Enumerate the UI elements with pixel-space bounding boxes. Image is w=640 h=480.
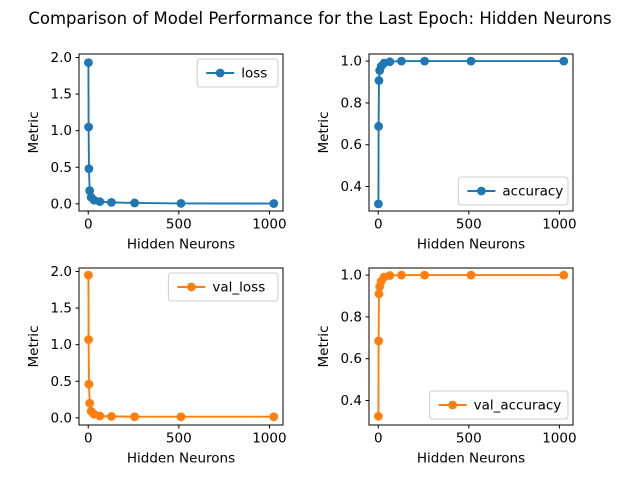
y-tick-label: 2.0 (51, 264, 72, 280)
y-tick-label: 1.0 (51, 123, 72, 139)
val_loss-data-point (107, 411, 116, 421)
x-tick-label: 1000 (542, 431, 576, 447)
val_loss-data-point (95, 411, 105, 421)
accuracy-data-point (374, 199, 383, 209)
x-tick-label: 0 (84, 431, 93, 447)
loss-data-point (84, 58, 93, 68)
y-tick-label: 2.0 (51, 50, 72, 66)
legend-label: val_accuracy (474, 398, 562, 414)
axes-spines (368, 267, 574, 426)
y-tick-label: 0.0 (51, 196, 72, 212)
x-tick-label: 1000 (542, 217, 576, 233)
subplot-loss: 0 500 1000 0.0 0.5 1.0 1.5 2.0 Hidden Neurons Met… (26, 50, 287, 252)
accuracy-data-point (559, 56, 569, 66)
accuracy-data-point (374, 76, 384, 85)
legend-accuracy: accuracy (457, 176, 569, 206)
legend-box (457, 176, 569, 206)
legend-marker (448, 400, 457, 410)
legend-marker (187, 282, 196, 292)
loss-data-point (84, 122, 94, 132)
val_loss-data-point (84, 379, 94, 389)
loss-data-point (176, 198, 186, 208)
subplot-val_loss: 0 500 1000 0.0 0.5 1.0 1.5 2.0 Hidden Neurons Met… (26, 264, 287, 466)
y-axis-label: Metric (316, 326, 332, 368)
accuracy-data-point (397, 56, 406, 66)
x-tick-label: 0 (374, 431, 383, 447)
x-axis-label: Hidden Neurons (127, 237, 235, 253)
val_accuracy-data-point (466, 270, 476, 280)
y-tick-label: 0.6 (341, 137, 362, 153)
axes-spines (78, 267, 284, 426)
legend-box (167, 272, 279, 302)
y-tick-label: 1.5 (51, 301, 72, 317)
loss-data-point (95, 197, 105, 207)
val_accuracy-data-point (397, 270, 406, 280)
y-tick-label: 1.0 (341, 54, 362, 70)
y-tick-label: 1.5 (51, 87, 72, 103)
legend-box (196, 58, 279, 88)
x-tick-label: 1000 (252, 217, 286, 233)
val_accuracy-data-point (374, 411, 383, 421)
x-tick-label: 1000 (252, 431, 286, 447)
x-tick-label: 500 (456, 217, 482, 233)
val_loss-data-point (176, 412, 186, 422)
accuracy-data-point (466, 56, 476, 66)
loss-data-point (84, 164, 94, 174)
legend-box (429, 390, 569, 420)
legend-marker (215, 68, 225, 78)
accuracy-data-point (374, 121, 384, 131)
accuracy-data-point (420, 56, 430, 66)
y-tick-label: 0.5 (51, 374, 72, 390)
loss-data-point (107, 197, 116, 207)
loss-data-point (85, 186, 95, 196)
legend-val_loss: val_loss (167, 272, 279, 302)
x-axis-label: Hidden Neurons (417, 451, 525, 467)
figure-title: Comparison of Model Performance for the … (28, 9, 612, 28)
y-tick-label: 0.8 (341, 309, 362, 325)
y-tick-label: 0.6 (341, 351, 362, 367)
y-tick-label: 0.0 (51, 410, 72, 426)
subplot-val_accuracy: 0 500 1000 0.4 0.6 0.8 1.0 Hidden Neurons Metric… (316, 267, 577, 467)
x-tick-label: 500 (166, 217, 192, 233)
val_loss-data-point (130, 412, 140, 422)
val_loss-data-point (85, 398, 95, 408)
y-tick-label: 1.0 (51, 337, 72, 353)
axes-spines (368, 53, 574, 212)
val_accuracy-data-point (420, 270, 430, 280)
y-tick-label: 0.5 (51, 160, 72, 176)
legend-label: loss (241, 66, 267, 82)
val_loss-data-point (269, 412, 279, 422)
axes-spines (78, 53, 284, 212)
val_accuracy-data-point (374, 336, 384, 346)
x-tick-label: 0 (374, 217, 383, 233)
y-axis-label: Metric (316, 112, 332, 154)
val_loss-data-point (84, 270, 93, 280)
val_accuracy-data-point (385, 271, 395, 280)
legend-marker (477, 186, 486, 196)
val_accuracy-data-point (559, 270, 569, 280)
y-tick-label: 1.0 (341, 268, 362, 284)
y-axis-label: Metric (26, 112, 42, 154)
val_loss-data-point (84, 335, 94, 344)
legend-val_accuracy: val_accuracy (429, 390, 569, 420)
legend-loss: loss (196, 58, 279, 88)
val_accuracy-data-point (374, 289, 384, 299)
x-axis-label: Hidden Neurons (417, 237, 525, 253)
y-tick-label: 0.4 (341, 393, 362, 409)
legend-label: accuracy (502, 184, 563, 200)
accuracy-data-point (385, 57, 395, 67)
x-tick-label: 500 (166, 431, 192, 447)
y-tick-label: 0.8 (341, 95, 362, 111)
x-axis-label: Hidden Neurons (127, 451, 235, 467)
loss-data-point (130, 198, 140, 208)
y-axis-label: Metric (26, 326, 42, 368)
x-tick-label: 0 (84, 217, 93, 233)
loss-data-point (269, 199, 279, 208)
subplot-accuracy: 0 500 1000 0.4 0.6 0.8 1.0 Hidden Neurons Metric… (316, 53, 577, 253)
y-tick-label: 0.4 (341, 179, 362, 195)
x-tick-label: 500 (456, 431, 482, 447)
legend-label: val_loss (212, 280, 265, 296)
